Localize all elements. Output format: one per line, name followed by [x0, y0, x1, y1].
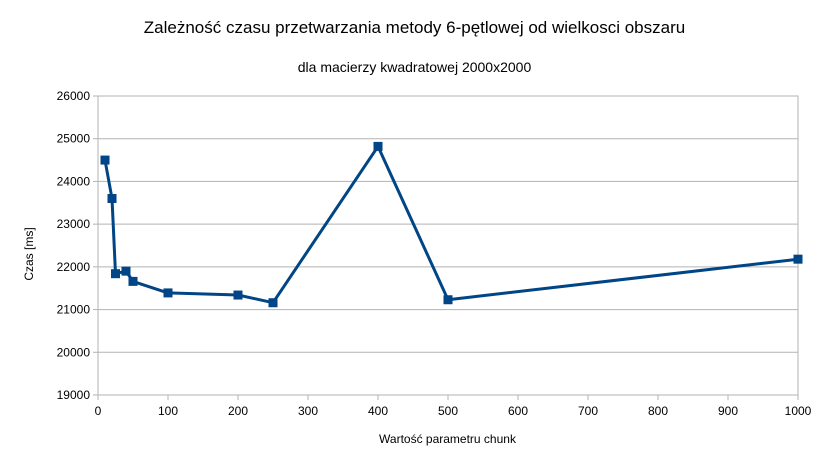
x-tick-label: 1000: [785, 404, 812, 418]
x-tick-label: 0: [95, 404, 102, 418]
x-tick-label: 100: [158, 404, 178, 418]
x-axis-label: Wartość parametru chunk: [379, 432, 516, 446]
y-tick-label: 19000: [57, 388, 91, 402]
data-point-marker: [373, 141, 383, 151]
data-point-marker: [121, 266, 131, 276]
plot-area-border: [97, 95, 799, 396]
y-tick-label: 20000: [57, 345, 91, 359]
x-tick-label: 800: [648, 404, 668, 418]
x-tick-label: 300: [298, 404, 318, 418]
data-point-marker: [268, 298, 278, 308]
y-tick-label: 22000: [57, 260, 91, 274]
y-tick-label: 21000: [57, 303, 91, 317]
x-tick-label: 500: [438, 404, 458, 418]
chart-title: Zależność czasu przetwarzania metody 6-p…: [143, 18, 686, 37]
x-tick-label: 400: [368, 404, 388, 418]
data-point-marker: [128, 276, 138, 286]
data-point-marker: [793, 254, 803, 264]
chart-subtitle: dla macierzy kwadratowej 2000x2000: [297, 59, 532, 75]
data-point-marker: [233, 290, 243, 300]
x-tick-label: 200: [228, 404, 248, 418]
y-tick-label: 25000: [57, 132, 91, 146]
y-tick-label: 26000: [57, 89, 91, 103]
data-point-marker: [443, 295, 453, 305]
data-point-marker: [111, 269, 120, 279]
data-point-marker: [107, 194, 117, 204]
y-tick-label: 24000: [57, 174, 91, 188]
y-tick-label: 23000: [57, 217, 91, 231]
data-point-marker: [163, 288, 173, 298]
data-point-marker: [100, 155, 110, 165]
x-tick-label: 900: [718, 404, 738, 418]
x-tick-label: 600: [508, 404, 528, 418]
x-tick-label: 700: [578, 404, 598, 418]
